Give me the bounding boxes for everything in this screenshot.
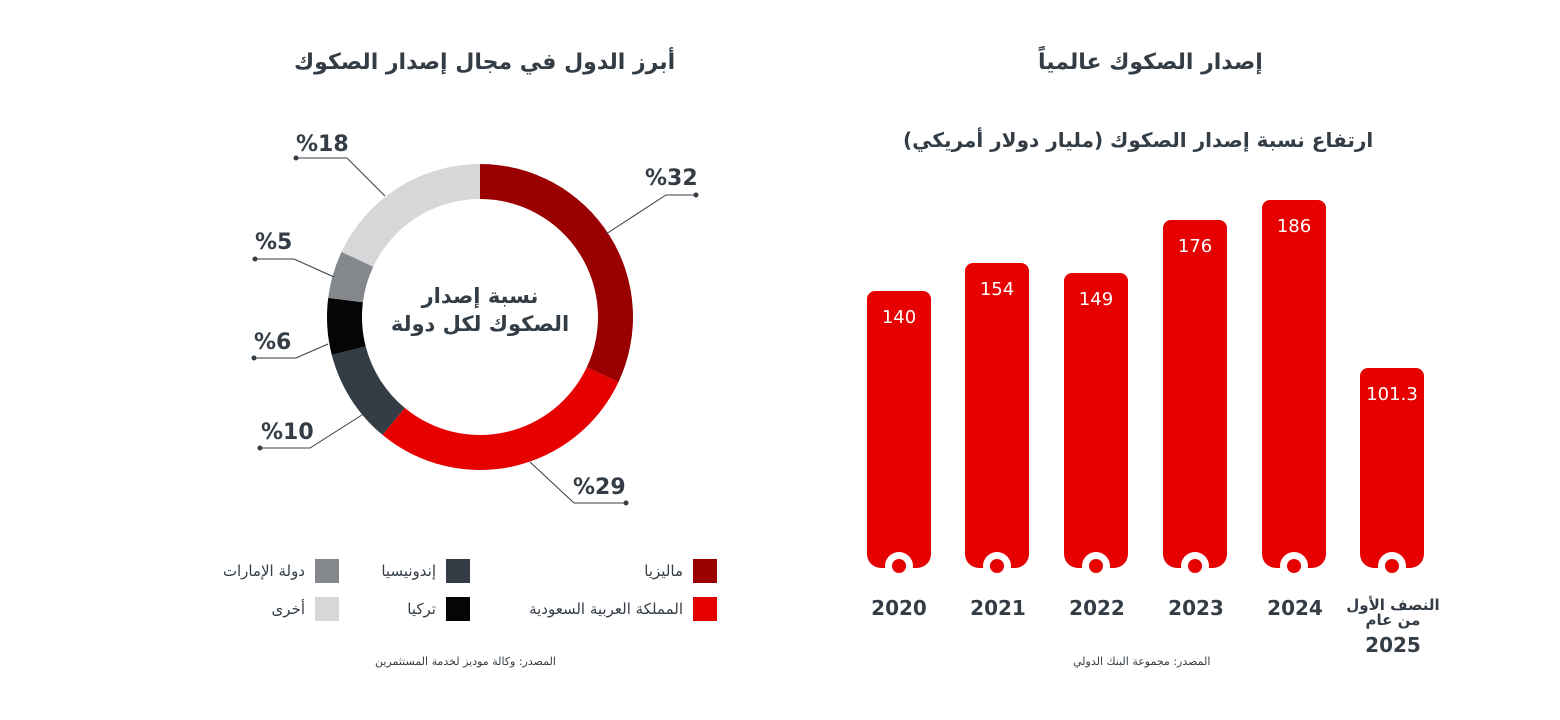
year-label-line2: من عام [1365, 611, 1421, 629]
leader-line-other [296, 157, 386, 197]
bar-2022 [1064, 273, 1128, 568]
pct-label-malaysia: %32 [645, 166, 698, 191]
legend-swatch [446, 597, 470, 621]
bar-dot-inner [1188, 559, 1202, 573]
year-label-2021: 2021 [970, 596, 1026, 620]
leader-dot-other [293, 155, 299, 161]
donut-slice-saudi [382, 367, 619, 470]
legend-label: إندونيسيا [381, 562, 436, 580]
bar-dot-inner [1089, 559, 1103, 573]
year-label-h1-2025: النصف الأول من عام 2025 [1338, 598, 1448, 658]
bar-dot-inner [1287, 559, 1301, 573]
bar-dot-2023 [1181, 552, 1209, 580]
legend-swatch [315, 559, 339, 583]
year-label-2024: 2024 [1267, 596, 1323, 620]
legend-swatch [693, 559, 717, 583]
bar-dot-2021 [983, 552, 1011, 580]
pct-label-saudi: %29 [573, 475, 626, 500]
bar-dot-inner [990, 559, 1004, 573]
bar-value-label-2024: 186 [1276, 216, 1312, 237]
leader-dot-uae [252, 256, 258, 262]
donut-slice-indonesia [331, 346, 405, 435]
bar-2021 [965, 263, 1029, 568]
year-label-year: 2025 [1365, 633, 1421, 657]
legend-item-indonesia: إندونيسيا [381, 559, 470, 583]
donut-slice-other [341, 164, 480, 267]
bar-2024 [1262, 200, 1326, 568]
bar-h1-2025 [1360, 367, 1424, 568]
leader-dot-malaysia [693, 192, 699, 198]
bar-dot-h1-2025 [1378, 552, 1406, 580]
donut-slice-turkey [326, 297, 366, 356]
leader-line-indonesia [260, 412, 366, 449]
legend-label: أخرى [271, 600, 305, 618]
pct-label-other: %18 [296, 132, 349, 157]
legend-item-other: أخرى [272, 597, 339, 621]
leader-line-turkey [254, 343, 329, 359]
bar-value-label-2021: 154 [979, 279, 1015, 301]
right-chart-source: المصدر: مجموعة البنك الدولي [1073, 655, 1211, 668]
legend-swatch [693, 597, 717, 621]
left-chart-title: أبرز الدول في مجال إصدار الصكوك [294, 50, 676, 75]
bar-value-label-h1-2025: 101.3 [1366, 383, 1418, 405]
donut-slice-malaysia [480, 164, 633, 383]
donut-center-label: نسبة إصدار الصكوك لكل دولة [390, 284, 570, 336]
bar-2023 [1163, 219, 1227, 568]
legend-item-turkey: تركيا [407, 597, 470, 621]
leader-dot-turkey [251, 355, 257, 361]
legend-swatch [315, 597, 339, 621]
legend-item-saudi: المملكة العربية السعودية [529, 597, 717, 621]
legend-label: دولة الإمارات [222, 562, 305, 580]
pct-label-turkey: %6 [254, 330, 292, 355]
year-label-2020: 2020 [871, 596, 927, 620]
bar-value-label-2022: 149 [1078, 289, 1114, 311]
bar-dot-2022 [1082, 552, 1110, 580]
bar-value-label-2023: 176 [1177, 235, 1213, 257]
year-label-2022: 2022 [1069, 596, 1125, 620]
legend-item-malaysia: ماليزيا [644, 559, 717, 583]
pct-label-indonesia: %10 [261, 420, 314, 445]
donut-slice-uae [328, 251, 374, 303]
right-chart-subtitle: ارتفاع نسبة إصدار الصكوك (مليار دولار أم… [903, 128, 1374, 152]
pct-label-uae: %5 [255, 230, 293, 255]
bar-dot-inner [892, 559, 906, 573]
bar-dot-inner [1385, 559, 1399, 573]
leader-line-uae [255, 258, 335, 278]
leader-line-malaysia [605, 194, 696, 235]
legend-label: المملكة العربية السعودية [529, 600, 683, 618]
bar-dot-2024 [1280, 552, 1308, 580]
bar-dot-2020 [885, 552, 913, 580]
bar-2020 [867, 291, 931, 568]
leader-dot-saudi [623, 500, 629, 506]
left-chart-source: المصدر: وكالة موديز لخدمة المستثمرين [375, 655, 556, 668]
year-label-line1: النصف الأول [1346, 596, 1440, 614]
leader-dot-indonesia [257, 445, 263, 451]
legend-label: ماليزيا [644, 562, 683, 580]
legend-item-uae: دولة الإمارات [223, 559, 339, 583]
bar-value-label-2020: 140 [881, 307, 917, 328]
legend-label: تركيا [407, 600, 436, 618]
year-label-2023: 2023 [1168, 596, 1224, 620]
legend-swatch [446, 559, 470, 583]
right-chart-title: إصدار الصكوك عالمياً [1038, 50, 1263, 75]
leader-line-saudi [529, 461, 626, 504]
